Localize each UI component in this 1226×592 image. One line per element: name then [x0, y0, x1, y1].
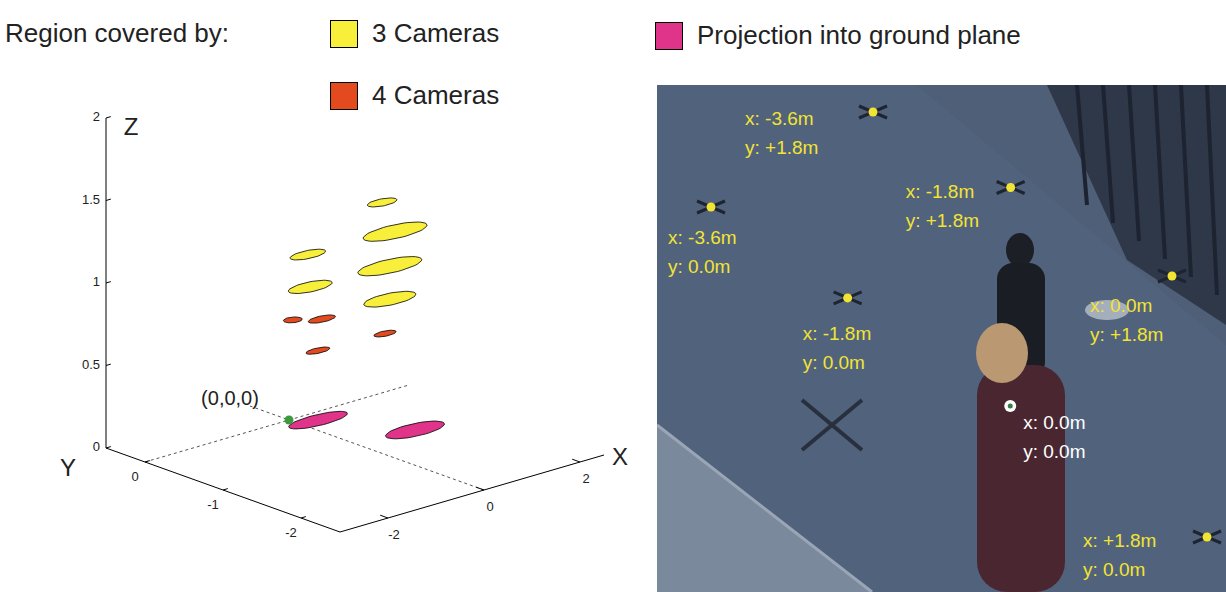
svg-text:Y: Y [60, 454, 76, 481]
svg-text:x: +1.8my: 0.0m: x: +1.8my: 0.0m [1083, 530, 1156, 580]
svg-text:X: X [612, 443, 628, 470]
svg-text:0: 0 [486, 499, 493, 514]
svg-text:-2: -2 [285, 525, 297, 540]
svg-text:x: 0.0my: +1.8m: x: 0.0my: +1.8m [1090, 295, 1163, 345]
html-text:4 Cameras: 4 Cameras [372, 80, 500, 110]
svg-text:2: 2 [582, 471, 589, 486]
svg-text:-2: -2 [388, 527, 400, 542]
svg-text:x: -1.8my: 0.0m: x: -1.8my: 0.0m [803, 323, 872, 373]
svg-text:0: 0 [93, 439, 100, 454]
html-text:3 Cameras: 3 Cameras [372, 18, 500, 48]
svg-text:0: 0 [131, 469, 138, 484]
svg-text:-1: -1 [207, 497, 219, 512]
svg-text:1.5: 1.5 [82, 192, 100, 207]
svg-text:0.5: 0.5 [82, 357, 100, 372]
svg-text:x: -3.6my: 0.0m: x: -3.6my: 0.0m [668, 227, 737, 277]
svg-text:Z: Z [124, 113, 139, 140]
html-text:Projection into ground plane: Projection into ground plane [697, 20, 1021, 50]
svg-text:x: 0.0my: 0.0m: x: 0.0my: 0.0m [1023, 412, 1085, 462]
svg-text:x: -3.6my: +1.8m: x: -3.6my: +1.8m [745, 108, 818, 158]
html-text:Region covered by:: Region covered by: [5, 18, 229, 48]
svg-text:(0,0,0): (0,0,0) [201, 387, 259, 409]
svg-text:1: 1 [93, 274, 100, 289]
svg-text:2: 2 [93, 109, 100, 124]
svg-text:x: -1.8my: +1.8m: x: -1.8my: +1.8m [906, 181, 979, 231]
